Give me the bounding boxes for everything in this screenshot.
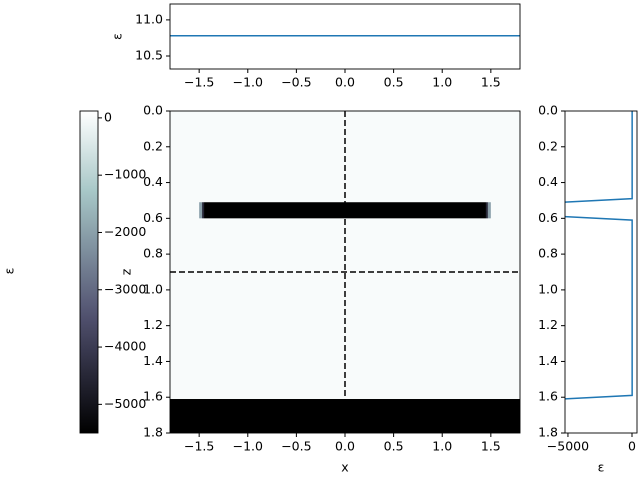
x-tick-label: 0.0 xyxy=(335,75,355,90)
x-tick-label: 1.5 xyxy=(481,75,501,90)
colorbar-tick-label: −4000 xyxy=(104,339,146,354)
x-axis-label: ε xyxy=(598,460,605,475)
y-tick-label: 1.6 xyxy=(538,389,558,404)
y-axis-label: z xyxy=(119,268,134,275)
x-tick-label: 0.5 xyxy=(384,439,404,454)
x-tick-label: 1.5 xyxy=(481,439,501,454)
x-tick-label: 0 xyxy=(628,439,636,454)
line xyxy=(565,111,633,400)
y-tick-label: 1.2 xyxy=(143,317,163,332)
y-tick-label: 1.6 xyxy=(143,389,163,404)
x-tick-label: −5000 xyxy=(547,439,589,454)
cell xyxy=(202,202,205,219)
y-tick-label: 1.0 xyxy=(143,281,163,296)
x-axis-label: x xyxy=(341,460,348,475)
y-tick-label: 11.0 xyxy=(135,11,163,26)
y-tick-label: 0.2 xyxy=(538,138,558,153)
y-tick-label: 10.5 xyxy=(135,48,163,63)
y-tick-label: 1.4 xyxy=(143,353,163,368)
y-tick-label: 0.0 xyxy=(538,103,558,118)
x-tick-label: 1.0 xyxy=(432,75,452,90)
y-tick-label: 0.6 xyxy=(538,210,558,225)
colorbar-tick-label: −3000 xyxy=(104,281,146,296)
y-tick-label: 0.4 xyxy=(538,174,558,189)
colorbar xyxy=(79,110,99,434)
y-tick-label: 1.2 xyxy=(538,317,558,332)
y-tick-label: 1.8 xyxy=(538,425,558,440)
x-tick-label: −1.5 xyxy=(184,439,214,454)
colorbar-label: ε xyxy=(2,268,17,275)
x-tick-label: −1.5 xyxy=(184,75,214,90)
x-tick-label: 1.0 xyxy=(432,439,452,454)
y-axis-label: ε xyxy=(110,33,125,40)
axes-frame xyxy=(564,110,638,434)
y-tick-label: 0.2 xyxy=(143,138,163,153)
cell xyxy=(487,202,491,219)
colorbar-tick-label: −5000 xyxy=(104,396,146,411)
x-tick-label: −0.5 xyxy=(281,75,311,90)
x-tick-label: 0.0 xyxy=(335,439,355,454)
y-tick-label: 1.4 xyxy=(538,353,558,368)
colorbar-tick-label: −1000 xyxy=(104,167,146,182)
y-tick-label: 1.8 xyxy=(143,425,163,440)
x-tick-label: −1.0 xyxy=(233,75,263,90)
y-tick-label: 0.4 xyxy=(143,174,163,189)
axes-frame xyxy=(169,110,521,434)
y-tick-label: 1.0 xyxy=(538,281,558,296)
x-tick-label: −0.5 xyxy=(281,439,311,454)
x-tick-label: −1.0 xyxy=(233,439,263,454)
x-tick-label: 0.5 xyxy=(384,75,404,90)
cell xyxy=(485,202,488,219)
cell xyxy=(199,202,203,219)
y-tick-label: 0.6 xyxy=(143,210,163,225)
colorbar-tick-label: 0 xyxy=(104,109,112,124)
y-tick-label: 0.8 xyxy=(143,246,163,261)
plot-area xyxy=(565,111,633,400)
axes-frame xyxy=(169,3,521,70)
y-tick-label: 0.0 xyxy=(143,103,163,118)
y-tick-label: 0.8 xyxy=(538,246,558,261)
colorbar-tick-label: −2000 xyxy=(104,224,146,239)
